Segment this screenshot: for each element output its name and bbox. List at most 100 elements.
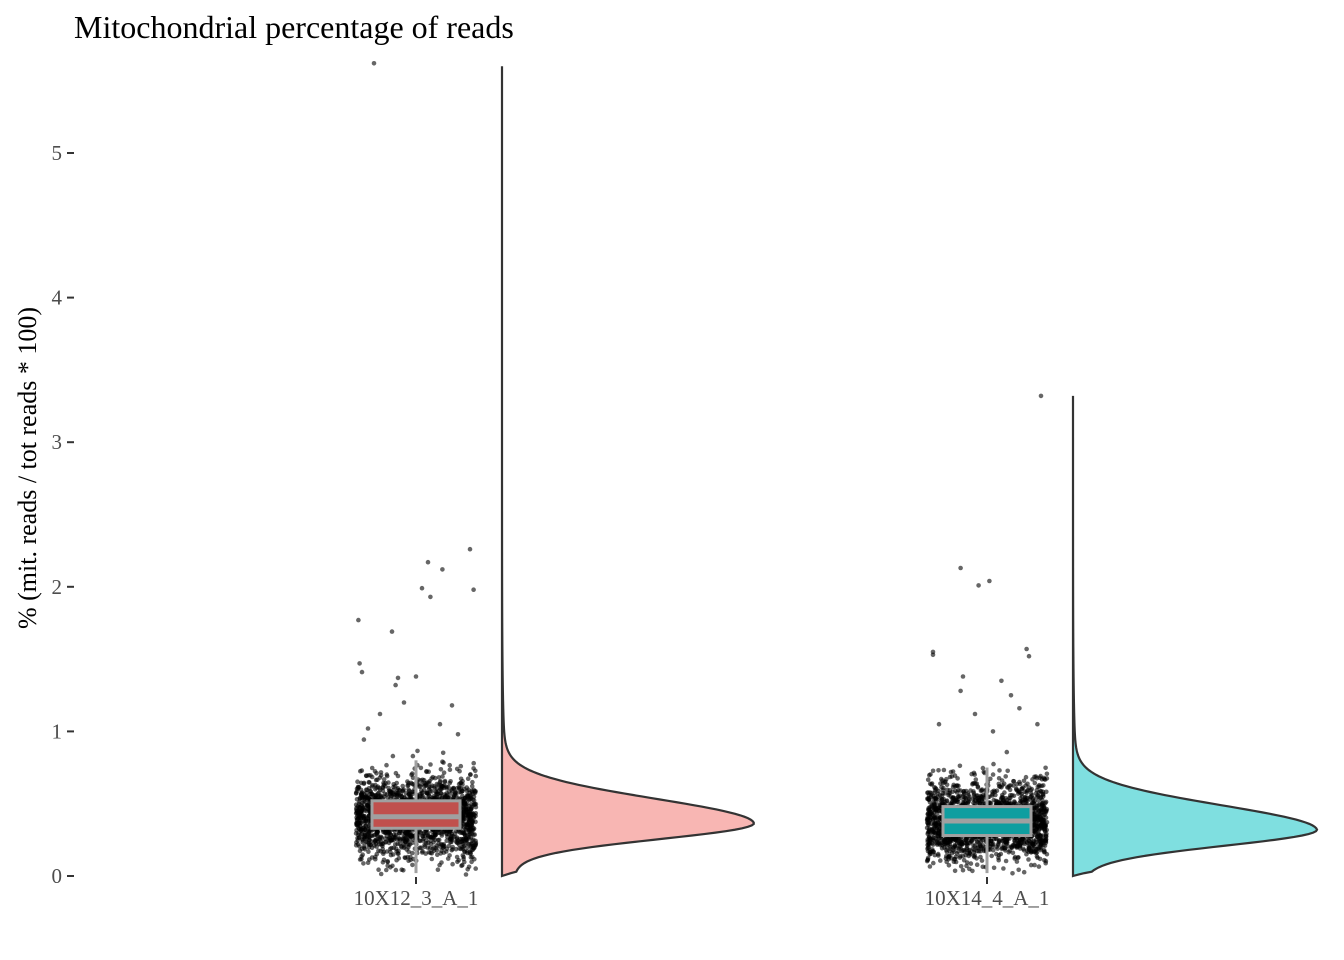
data-point — [939, 776, 944, 782]
data-point — [444, 849, 449, 854]
data-point — [933, 785, 938, 791]
data-point — [1044, 771, 1050, 777]
x-axis: 10X12_3_A_1 10X14_4_A_1 — [354, 877, 1049, 910]
data-point — [358, 812, 364, 818]
data-point — [465, 845, 470, 850]
outlier-point — [976, 583, 981, 588]
data-point — [356, 835, 362, 840]
data-point — [447, 789, 452, 794]
data-point — [429, 856, 435, 862]
data-point — [442, 778, 448, 784]
data-point — [1034, 816, 1040, 821]
data-point — [467, 832, 472, 837]
data-point — [395, 841, 400, 847]
data-point — [955, 794, 961, 800]
data-point — [1003, 858, 1009, 864]
data-point — [461, 844, 466, 849]
data-point — [925, 846, 930, 851]
y-tick-label: 0 — [52, 864, 63, 888]
data-point — [981, 848, 987, 854]
outlier-point — [990, 729, 996, 734]
plot-area — [353, 61, 1319, 878]
data-point — [931, 860, 936, 866]
data-point — [1040, 792, 1046, 797]
data-point — [432, 785, 437, 791]
data-point — [451, 794, 456, 800]
data-point — [979, 858, 985, 863]
data-point — [384, 773, 390, 779]
data-point — [377, 785, 382, 791]
y-tick-label: 1 — [52, 719, 63, 743]
data-point — [936, 829, 941, 835]
data-point — [952, 844, 958, 849]
outlier-point — [972, 711, 978, 717]
data-point — [361, 737, 367, 742]
data-point — [1016, 867, 1021, 873]
data-point — [1014, 859, 1020, 864]
data-point — [1000, 794, 1005, 800]
data-point — [993, 798, 999, 804]
data-point — [418, 793, 423, 799]
data-point — [448, 779, 453, 784]
data-point — [966, 853, 972, 859]
data-point — [1036, 794, 1041, 799]
data-point — [439, 831, 445, 836]
data-point — [1039, 806, 1044, 811]
data-point — [957, 763, 963, 769]
data-point — [1004, 749, 1010, 755]
outlier-point — [960, 674, 966, 679]
data-point — [454, 854, 460, 860]
group-10X14_4_A_1 — [924, 393, 1319, 878]
data-point — [466, 811, 472, 817]
data-point — [388, 837, 394, 842]
data-point — [432, 837, 438, 843]
data-point — [364, 794, 370, 800]
data-point — [1035, 855, 1040, 860]
data-point — [464, 785, 470, 790]
outlier-point — [389, 629, 395, 634]
data-point — [965, 791, 971, 796]
data-point — [1014, 837, 1020, 843]
data-point — [939, 797, 945, 802]
data-point — [1044, 789, 1049, 795]
data-point — [449, 828, 454, 834]
data-point — [406, 782, 411, 788]
data-point — [1027, 845, 1032, 850]
data-point — [962, 794, 967, 800]
data-point — [1042, 828, 1048, 833]
data-point — [1038, 815, 1044, 821]
data-point — [938, 781, 943, 786]
data-point — [1024, 839, 1029, 845]
data-point — [980, 864, 986, 870]
data-point — [375, 829, 380, 835]
data-point — [950, 789, 955, 794]
data-point — [391, 845, 397, 851]
data-point — [438, 786, 443, 792]
data-point — [360, 838, 365, 843]
data-point — [1021, 869, 1027, 875]
data-point — [459, 839, 465, 844]
data-point — [960, 867, 966, 873]
data-point — [966, 796, 972, 802]
data-point — [384, 762, 389, 768]
data-point — [927, 864, 933, 869]
outlier-point — [437, 721, 443, 727]
data-point — [1005, 768, 1010, 774]
data-point — [996, 852, 1002, 858]
data-point — [1024, 788, 1030, 794]
data-point — [435, 852, 440, 858]
data-point — [1043, 765, 1048, 771]
data-point — [387, 789, 393, 794]
outlier-point — [419, 585, 425, 591]
data-point — [447, 767, 453, 772]
data-point — [426, 850, 432, 855]
data-point — [936, 768, 941, 773]
density-10X12_3_A_1 — [500, 66, 755, 878]
data-point — [388, 865, 393, 870]
data-point — [355, 779, 360, 784]
data-point — [1041, 775, 1047, 781]
data-point — [453, 789, 458, 795]
data-point — [363, 773, 369, 779]
data-point — [447, 853, 452, 858]
data-point — [1018, 837, 1024, 842]
